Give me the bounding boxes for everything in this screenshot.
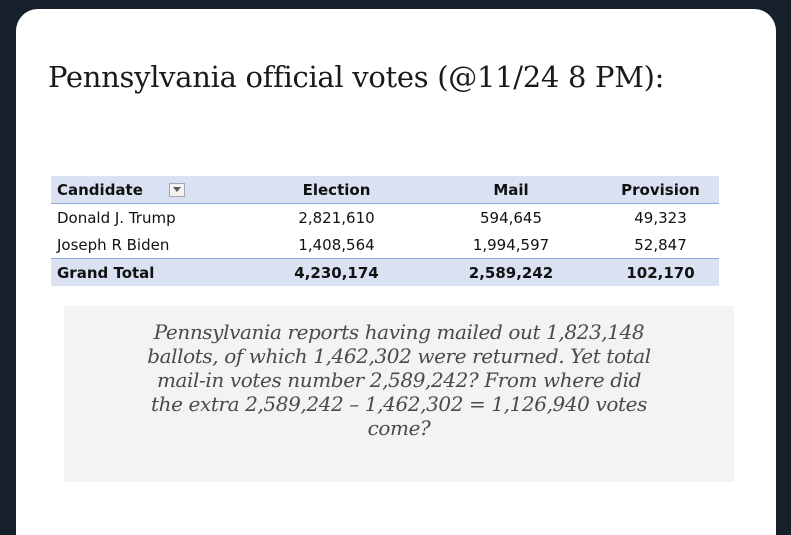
table-row: Donald J. Trump 2,821,610 594,645 49,323: [51, 204, 719, 232]
election-cell: 2,821,610: [298, 208, 375, 227]
provision-cell: 49,323: [634, 208, 687, 227]
quote-line: come?: [367, 416, 431, 440]
grand-total-row: Grand Total 4,230,174 2,589,242 102,170: [51, 258, 719, 286]
table-header-row: Candidate Election Mail Provision: [51, 176, 719, 204]
post-title: Pennsylvania official votes (@11/24 8 PM…: [48, 60, 665, 94]
grand-total-provision: 102,170: [626, 263, 695, 282]
dropdown-filter-icon[interactable]: [168, 183, 185, 197]
votes-table: Candidate Election Mail Provision Donald…: [51, 176, 719, 286]
candidate-cell: Joseph R Biden: [57, 235, 170, 254]
mail-cell: 1,994,597: [472, 235, 550, 254]
quote-line: ballots, of which 1,462,302 were returne…: [147, 344, 651, 368]
table-row: Joseph R Biden 1,408,564 1,994,597 52,84…: [51, 231, 719, 259]
quote-text: Pennsylvania reports having mailed out 1…: [64, 320, 734, 440]
column-header-candidate: Candidate: [51, 176, 253, 204]
grand-total-election: 4,230,174: [294, 263, 379, 282]
quote-line: mail-in votes number 2,589,242? From whe…: [156, 368, 642, 392]
provision-cell: 52,847: [634, 235, 687, 254]
election-cell: 1,408,564: [298, 235, 375, 254]
quote-line: Pennsylvania reports having mailed out 1…: [153, 320, 645, 344]
quote-box: [64, 306, 734, 482]
column-header-provision: Provision: [621, 180, 700, 199]
grand-total-label: Grand Total: [57, 263, 155, 282]
column-header-election: Election: [302, 180, 371, 199]
column-header-mail: Mail: [493, 180, 529, 199]
candidate-cell: Donald J. Trump: [57, 208, 176, 227]
mail-cell: 594,645: [479, 208, 543, 227]
grand-total-mail: 2,589,242: [468, 263, 554, 282]
quote-line: the extra 2,589,242 – 1,462,302 = 1,126,…: [151, 392, 647, 416]
column-header-label: Candidate: [57, 180, 143, 199]
